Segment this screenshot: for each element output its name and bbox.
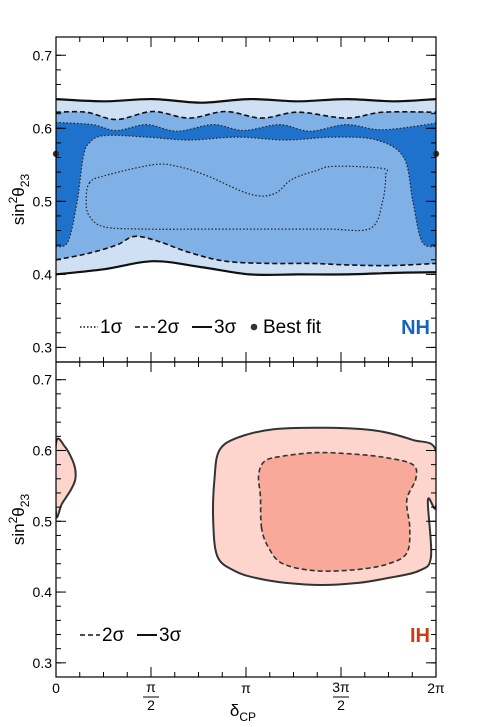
nh-ytick-label-0: 0.3 <box>33 339 53 355</box>
ih-panel <box>56 426 436 587</box>
xtick-label-3: 3π2 <box>332 679 350 713</box>
nh-legend-point-marker <box>250 323 258 331</box>
nh-legend-item-1: 2σ <box>135 317 180 338</box>
ih-legend-label-0: 2σ <box>102 625 125 646</box>
ih-ytick-label-3: 0.6 <box>33 442 53 458</box>
xtick-label-text-4: 2π <box>427 680 445 696</box>
nh-1sigma-region <box>56 122 436 247</box>
nh-1sigma-hole <box>86 164 388 231</box>
xtick-label-den-1: 2 <box>147 697 155 713</box>
nh-legend-label-3: Best fit <box>263 317 322 338</box>
ih-legend-item-1: 3σ <box>137 625 182 646</box>
ih-2sigma-region <box>257 451 418 572</box>
xtick-label-0: 0 <box>52 680 60 696</box>
ih-hierarchy-tag: IH <box>410 625 430 647</box>
xtick-label-den-3: 2 <box>337 697 345 713</box>
nh-2sigma-upper-line <box>56 110 436 121</box>
nh-legend-item-3: Best fit <box>250 317 322 338</box>
ih-legend-item-0: 2σ <box>80 625 125 646</box>
nh-1sigma-hole-line <box>85 163 388 232</box>
nh-ytick-label-4: 0.7 <box>33 47 53 63</box>
nh-legend-item-0: 1σ <box>80 317 123 338</box>
nh-legend-label-0: 1σ <box>100 317 123 338</box>
nh-legend-item-2: 3σ <box>192 317 237 338</box>
xtick-label-num-3: 3π <box>332 679 350 695</box>
ih-ytick-label-2: 0.5 <box>33 513 53 529</box>
nh-legend-label-1: 2σ <box>157 317 180 338</box>
nh-panel <box>52 97 440 277</box>
nh-legend-label-2: 3σ <box>214 317 237 338</box>
ih-ytick-label-4: 0.7 <box>33 372 53 388</box>
ih-ytick-label-1: 0.4 <box>33 584 53 600</box>
nh-ytick-label-2: 0.5 <box>33 193 53 209</box>
x-axis-label: δCP <box>230 701 256 724</box>
nh-3sigma-upper-line <box>56 97 436 104</box>
xtick-label-4: 2π <box>427 680 445 696</box>
nh-3sigma-lower-line <box>56 260 436 277</box>
ih-ytick-label-0: 0.3 <box>33 655 53 671</box>
nh-2sigma-lower-line <box>56 235 436 267</box>
nh-1sigma-lower-line <box>56 134 436 248</box>
xtick-label-2: π <box>241 680 251 696</box>
ih-legend-label-1: 3σ <box>159 625 182 646</box>
nh-ytick-label-1: 0.4 <box>33 266 53 282</box>
ih-y-axis-label: sin2θ23 <box>6 494 32 546</box>
nh-ytick-label-3: 0.6 <box>33 120 53 136</box>
xtick-label-text-0: 0 <box>52 680 60 696</box>
nh-y-axis-label: sin2θ23 <box>6 174 32 226</box>
nh-1sigma-upper-line <box>56 121 436 132</box>
nh-hierarchy-tag: NH <box>401 317 430 339</box>
xtick-label-1: π2 <box>143 679 159 713</box>
xtick-label-text-2: π <box>241 680 251 696</box>
xtick-label-num-1: π <box>146 679 156 695</box>
